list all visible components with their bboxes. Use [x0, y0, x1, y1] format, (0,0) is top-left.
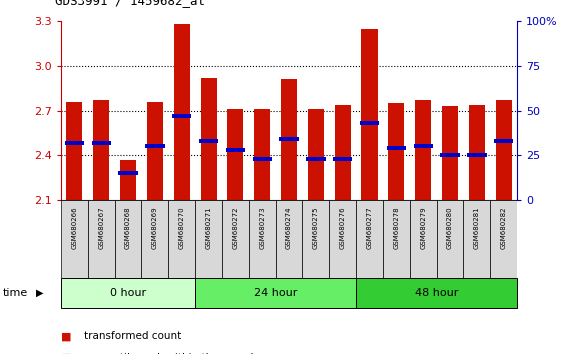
Text: 48 hour: 48 hour: [415, 288, 458, 298]
FancyBboxPatch shape: [436, 200, 464, 278]
Text: GSM680272: GSM680272: [232, 206, 238, 249]
Bar: [66, 102, 83, 200]
Bar: [226, 148, 245, 152]
Text: GSM680273: GSM680273: [259, 206, 265, 249]
Text: ■: ■: [61, 353, 71, 354]
Bar: [440, 153, 460, 157]
Bar: [414, 144, 433, 148]
FancyBboxPatch shape: [464, 200, 490, 278]
Bar: [199, 139, 218, 143]
Text: ▶: ▶: [36, 288, 44, 298]
Bar: [172, 114, 191, 118]
Bar: [64, 141, 84, 145]
FancyBboxPatch shape: [114, 200, 142, 278]
Bar: [174, 24, 190, 200]
Bar: [145, 144, 164, 148]
Bar: [335, 105, 351, 200]
Bar: [281, 79, 297, 200]
Bar: [120, 160, 136, 200]
Bar: [388, 103, 404, 200]
FancyBboxPatch shape: [168, 200, 195, 278]
Bar: [308, 109, 324, 200]
Text: 24 hour: 24 hour: [254, 288, 297, 298]
Bar: [92, 141, 111, 145]
Text: transformed count: transformed count: [84, 331, 181, 341]
Text: GSM680275: GSM680275: [313, 206, 319, 249]
Bar: [361, 29, 378, 200]
Text: GSM680281: GSM680281: [474, 206, 480, 249]
FancyBboxPatch shape: [383, 200, 410, 278]
Bar: [494, 139, 514, 143]
Bar: [496, 100, 512, 200]
Bar: [387, 146, 406, 150]
Bar: [306, 157, 325, 161]
Text: GSM680270: GSM680270: [179, 206, 185, 249]
Bar: [279, 137, 299, 141]
Text: GSM680279: GSM680279: [420, 206, 426, 249]
FancyBboxPatch shape: [329, 200, 356, 278]
FancyBboxPatch shape: [303, 200, 329, 278]
Text: GSM680274: GSM680274: [286, 206, 292, 249]
FancyBboxPatch shape: [195, 278, 356, 308]
FancyBboxPatch shape: [356, 200, 383, 278]
FancyBboxPatch shape: [356, 278, 517, 308]
Bar: [147, 102, 163, 200]
Text: time: time: [3, 288, 28, 298]
Text: ■: ■: [61, 331, 71, 341]
Text: GSM680266: GSM680266: [71, 206, 77, 249]
Bar: [200, 78, 217, 200]
FancyBboxPatch shape: [195, 200, 222, 278]
Bar: [333, 157, 352, 161]
Text: GDS3991 / 1459682_at: GDS3991 / 1459682_at: [55, 0, 205, 7]
Text: GSM680280: GSM680280: [447, 206, 453, 249]
FancyBboxPatch shape: [410, 200, 436, 278]
Bar: [467, 153, 486, 157]
Bar: [360, 121, 379, 125]
Bar: [469, 105, 485, 200]
Bar: [227, 109, 243, 200]
Text: GSM680278: GSM680278: [393, 206, 399, 249]
Text: GSM680271: GSM680271: [206, 206, 211, 249]
Bar: [442, 106, 458, 200]
Text: percentile rank within the sample: percentile rank within the sample: [84, 353, 260, 354]
Text: GSM680277: GSM680277: [367, 206, 372, 249]
FancyBboxPatch shape: [490, 200, 517, 278]
Text: GSM680268: GSM680268: [125, 206, 131, 249]
Bar: [119, 171, 138, 175]
Bar: [415, 100, 431, 200]
Text: GSM680276: GSM680276: [340, 206, 346, 249]
Text: GSM680269: GSM680269: [152, 206, 158, 249]
FancyBboxPatch shape: [142, 200, 168, 278]
Bar: [254, 109, 270, 200]
Bar: [93, 100, 109, 200]
FancyBboxPatch shape: [88, 200, 114, 278]
Text: GSM680267: GSM680267: [98, 206, 104, 249]
FancyBboxPatch shape: [61, 278, 195, 308]
FancyBboxPatch shape: [249, 200, 275, 278]
Text: GSM680282: GSM680282: [501, 206, 507, 249]
Bar: [253, 157, 272, 161]
FancyBboxPatch shape: [275, 200, 303, 278]
FancyBboxPatch shape: [222, 200, 249, 278]
Text: 0 hour: 0 hour: [110, 288, 146, 298]
FancyBboxPatch shape: [61, 200, 88, 278]
